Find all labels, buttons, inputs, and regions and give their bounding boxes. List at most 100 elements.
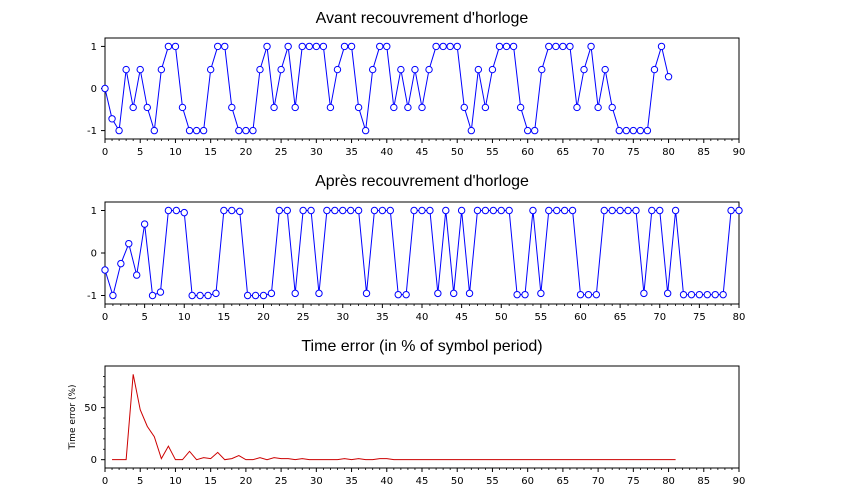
y-tick-label: 50 [84, 403, 97, 414]
data-point [220, 206, 228, 215]
data-point [719, 290, 727, 299]
data-point [206, 65, 215, 74]
x-tick-label: 30 [310, 147, 323, 158]
data-point [636, 126, 645, 135]
data-point [243, 291, 252, 300]
data-point [418, 103, 426, 112]
y-tick-label: -1 [87, 126, 97, 137]
data-point [531, 126, 539, 135]
data-point [643, 126, 652, 135]
data-point [259, 291, 268, 300]
x-tick-label: 55 [535, 312, 548, 323]
x-tick-label: 75 [627, 476, 640, 487]
data-point [402, 290, 410, 299]
x-tick-label: 20 [257, 312, 270, 323]
data-point [101, 84, 109, 93]
data-point [650, 65, 659, 74]
plot-timeerror [112, 374, 676, 461]
data-point [136, 65, 144, 74]
data-point [559, 42, 567, 51]
x-tick-label: 65 [614, 312, 627, 323]
data-point [640, 289, 648, 298]
data-point [664, 73, 673, 81]
data-point [439, 42, 447, 51]
data-point [312, 42, 321, 51]
series-line [112, 374, 676, 461]
data-point [339, 206, 347, 215]
data-point [467, 126, 476, 135]
data-point [150, 126, 159, 135]
x-tick-label: 55 [486, 147, 499, 158]
x-tick-label: 70 [653, 312, 666, 323]
data-point [394, 290, 402, 299]
data-point [178, 103, 187, 112]
x-tick-label: 50 [451, 147, 464, 158]
data-point [629, 126, 638, 135]
data-point [481, 103, 490, 112]
title-apres: Après recouvrement d'horloge [315, 173, 529, 190]
data-point [383, 42, 391, 51]
data-point [101, 266, 109, 274]
x-tick-label: 15 [204, 476, 217, 487]
x-tick-label: 10 [169, 147, 182, 158]
data-point [488, 65, 497, 74]
data-point [432, 42, 440, 51]
data-point [228, 206, 236, 215]
data-point [347, 42, 356, 51]
data-point [460, 103, 468, 112]
data-point [663, 289, 672, 298]
data-point [425, 65, 433, 74]
data-point [622, 126, 630, 135]
data-point [521, 290, 529, 299]
data-point [204, 291, 212, 300]
data-point [703, 290, 711, 299]
x-tick-label: 0 [102, 312, 108, 323]
x-tick-label: 40 [380, 147, 393, 158]
data-point [580, 65, 588, 74]
data-point [277, 65, 285, 74]
y-tick-label: 1 [91, 42, 97, 53]
data-point [143, 103, 151, 112]
data-point [212, 289, 220, 298]
x-tick-label: 10 [178, 312, 191, 323]
data-point [333, 65, 342, 74]
x-tick-label: 5 [137, 147, 143, 158]
data-point [370, 206, 379, 215]
data-point [368, 65, 377, 74]
ticks-avant: 0 5 10 15 20 25 30 35 40 45 50 55 60 65 70 75 80 85 90 -1 0 1 [87, 42, 745, 158]
data-point [560, 206, 569, 215]
panel-apres: Après recouvrement d'horloge 0 5 10 15 20 25 3… [87, 173, 745, 323]
data-point [192, 126, 201, 135]
data-point [608, 103, 616, 112]
data-point [148, 291, 157, 300]
x-tick-label: 15 [204, 147, 217, 158]
x-tick-label: 20 [240, 147, 253, 158]
data-point [129, 103, 137, 112]
data-point [376, 42, 384, 51]
data-point [156, 288, 165, 296]
data-point [418, 206, 426, 215]
data-point [679, 290, 688, 299]
data-point [236, 207, 244, 216]
data-point [242, 126, 250, 135]
ticks-apres: 0 5 10 15 20 25 30 35 40 45 50 55 60 65 70 75 80 -1 0 1 [87, 206, 745, 323]
data-point [331, 206, 339, 215]
data-point [221, 42, 229, 51]
data-point [446, 42, 454, 51]
data-point [122, 65, 130, 74]
x-tick-label: 60 [521, 147, 534, 158]
ticks-timeerror: 0 5 10 15 20 25 30 35 40 45 50 55 60 65 70 75 80 85 90 0 50 [84, 376, 745, 487]
data-point [323, 206, 331, 215]
data-point [362, 289, 371, 298]
x-tick-label: 70 [592, 147, 605, 158]
y-tick-label: 0 [91, 84, 97, 95]
data-point [516, 103, 525, 112]
data-point [275, 206, 284, 215]
data-point [538, 65, 546, 74]
data-point [442, 206, 450, 215]
data-point [592, 290, 601, 299]
data-point [386, 206, 394, 215]
data-point [140, 220, 149, 228]
data-point [573, 103, 581, 112]
